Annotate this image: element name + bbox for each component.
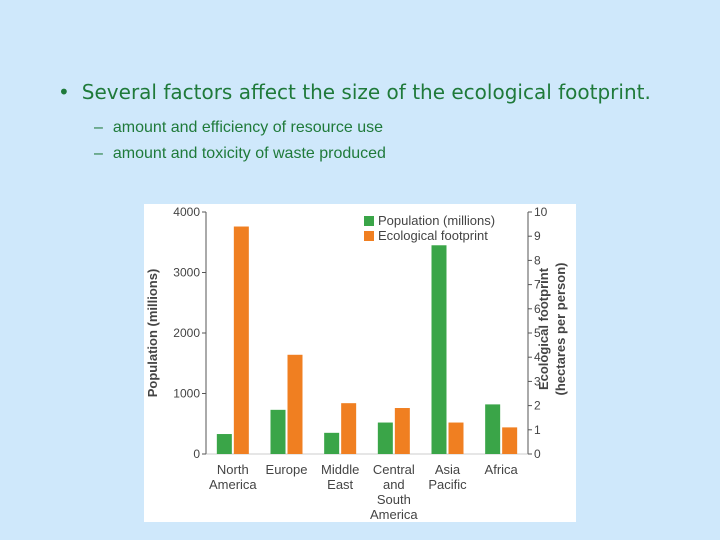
left-tick-label: 2000 [173,326,200,340]
sub-marker: – [94,145,103,162]
bullet-text: Several factors affect the size of the e… [81,80,651,104]
legend-label: Ecological footprint [378,228,488,243]
subpoint-text: amount and efficiency of resource use [112,119,383,136]
chart-panel: 0 1000 2000 3000 4000 0 1 2 3 4 5 6 7 8 9 10 Population … [144,204,576,522]
right-axis-title: (hectares per person) [553,263,568,396]
category-label: Asia [435,462,461,477]
bar-chart: 0 1000 2000 3000 4000 0 1 2 3 4 5 6 7 8 9 10 Population … [145,205,568,522]
bar-footprint [341,403,357,454]
right-tick-label: 10 [534,205,548,219]
category-label: East [327,477,353,492]
subpoint-text: amount and toxicity of waste produced [112,145,386,162]
legend-swatch [364,216,374,226]
right-tick-label: 5 [534,326,541,340]
category-label: Pacific [428,477,467,492]
subpoint-resource-use: – amount and efficiency of resource use [94,119,383,137]
category-label: and [383,477,405,492]
bullet-point: • Several factors affect the size of the … [58,80,651,104]
sub-marker: – [94,119,103,136]
left-tick-label: 1000 [173,387,200,401]
category-label: Europe [266,462,308,477]
category-label: South [377,492,411,507]
subpoint-waste: – amount and toxicity of waste produced [94,145,386,163]
right-tick-label: 3 [534,374,541,388]
legend-label: Population (millions) [378,213,495,228]
left-tick-label: 4000 [173,205,200,219]
right-tick-label: 0 [534,447,541,461]
right-tick-label: 2 [534,399,541,413]
right-tick-label: 1 [534,423,541,437]
bar-footprint [502,427,518,454]
right-tick-label: 7 [534,278,541,292]
left-tick-label: 3000 [173,266,200,280]
bar-footprint [394,408,410,454]
bar-footprint [287,354,303,454]
category-label: America [209,477,257,492]
left-axis-title: Population (millions) [145,269,160,398]
bar-population [324,432,340,454]
category-label: North [217,462,249,477]
bar-population [485,404,501,454]
right-axis-title: Ecological footprint [536,267,551,390]
category-label: Africa [485,462,519,477]
bar-population [270,409,286,454]
bar-population [216,434,232,454]
category-label: Central [373,462,415,477]
right-tick-label: 6 [534,302,541,316]
category-label: Middle [321,462,359,477]
left-tick-label: 0 [193,447,200,461]
bar-footprint [233,226,249,454]
legend-swatch [364,231,374,241]
bullet-marker: • [58,80,70,104]
bar-population [377,422,393,454]
bar-footprint [448,422,464,454]
right-tick-label: 9 [534,229,541,243]
right-tick-label: 4 [534,350,541,364]
category-label: America [370,507,418,522]
bar-population [431,245,447,454]
right-tick-label: 8 [534,253,541,267]
